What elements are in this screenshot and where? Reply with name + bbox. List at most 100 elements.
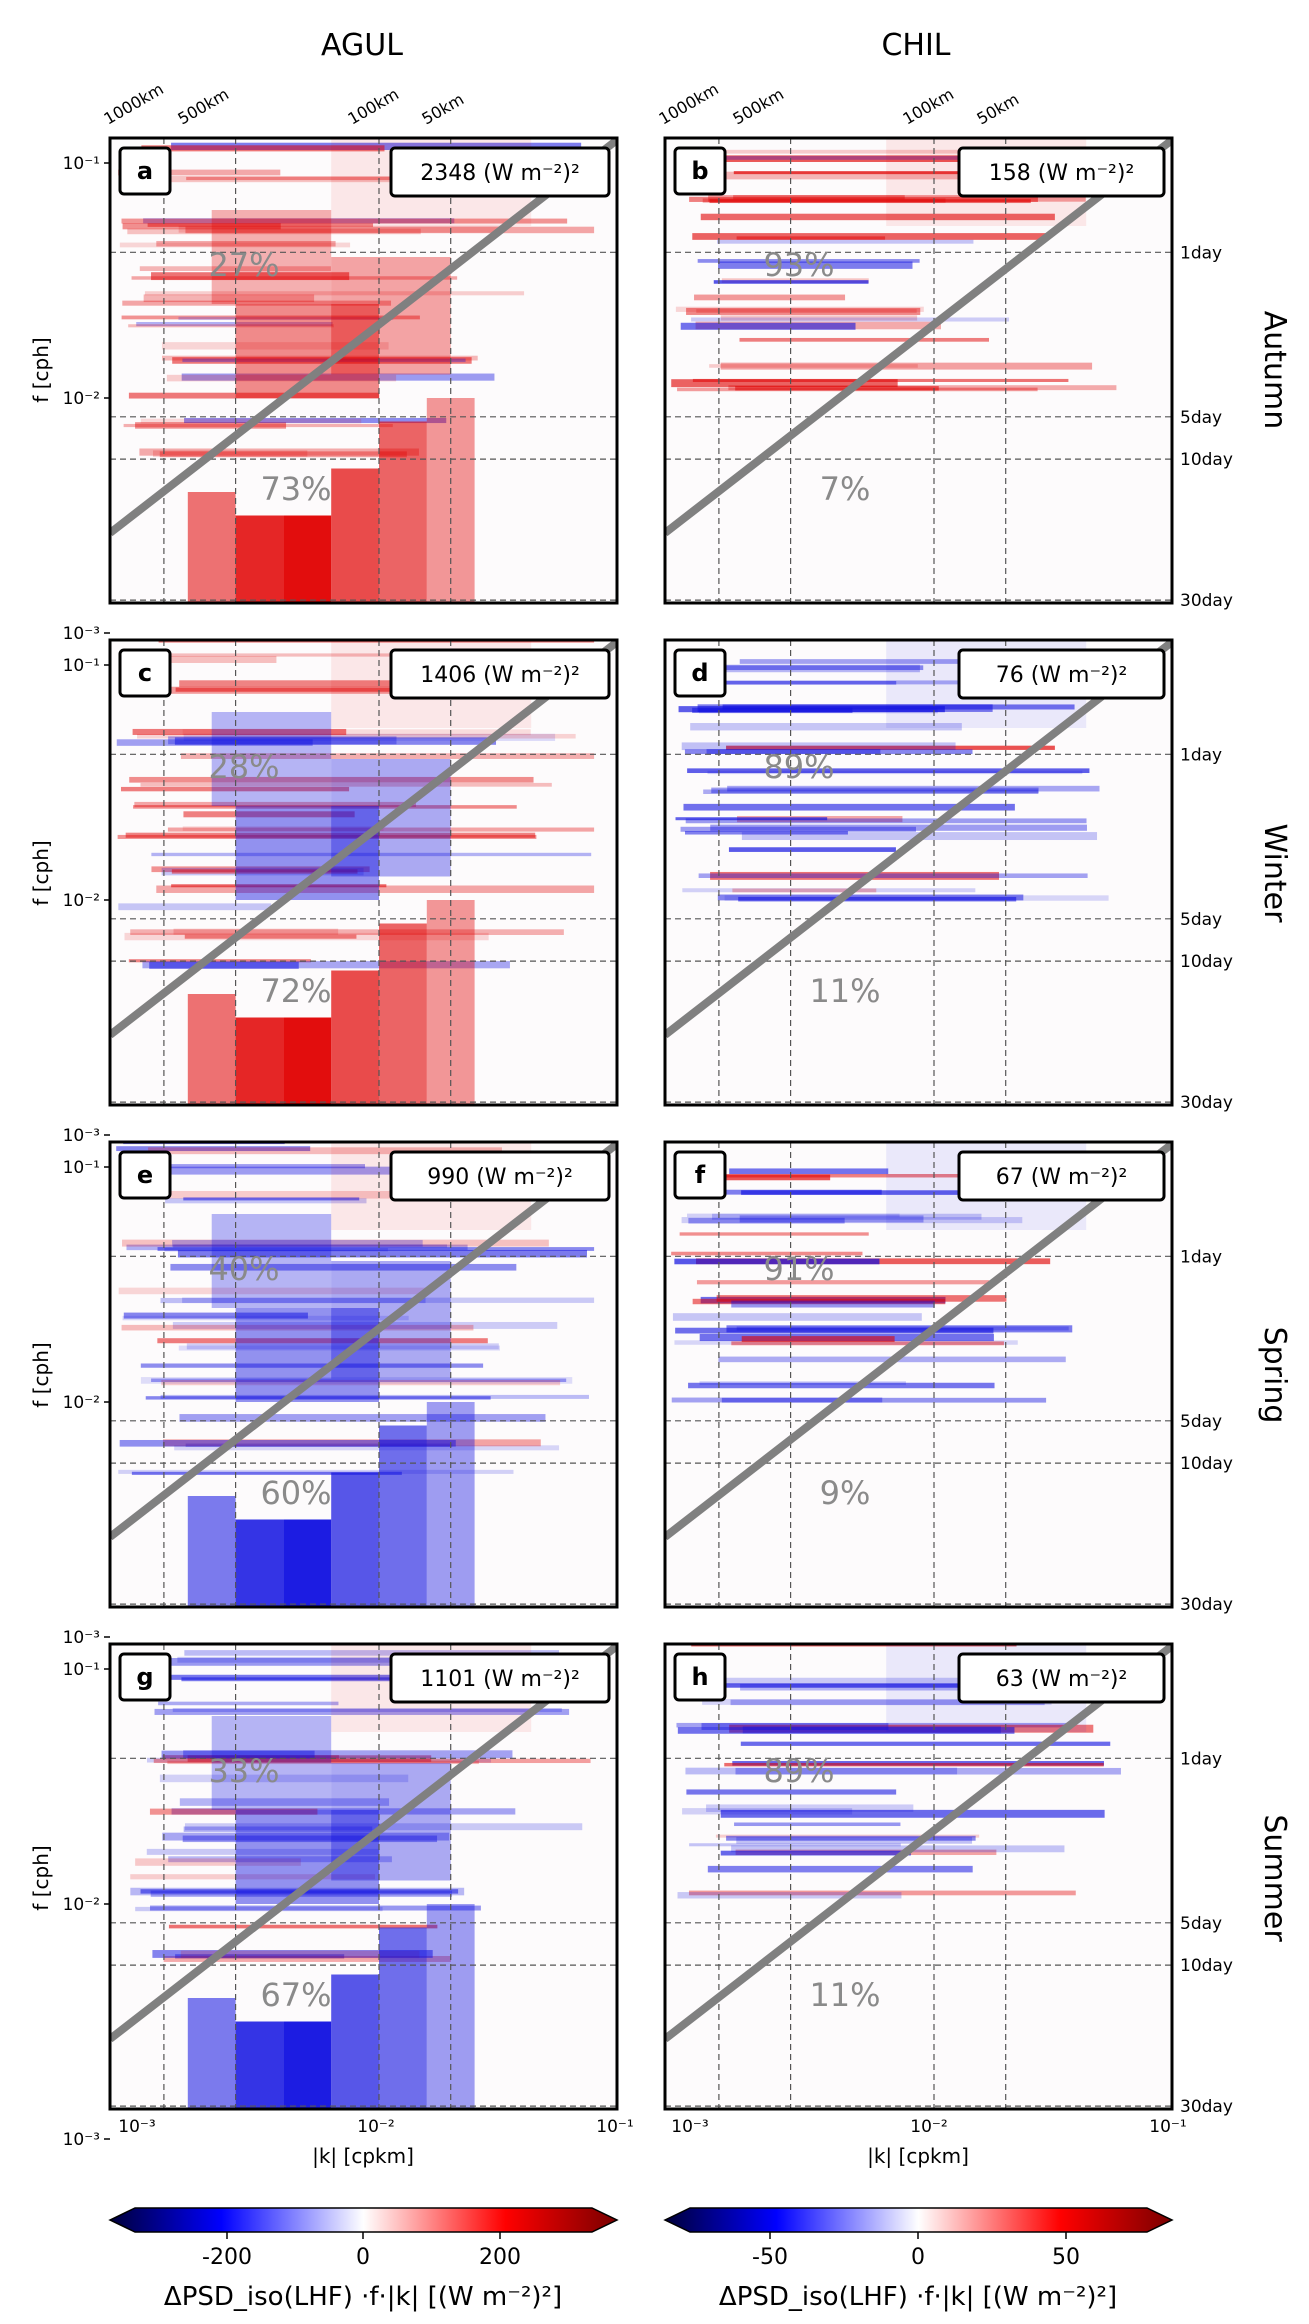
column-title-chil: CHIL bbox=[881, 28, 950, 63]
wavelength-label-500km: 500km bbox=[730, 84, 787, 128]
heatmap-streak bbox=[140, 782, 552, 787]
heatmap-streak bbox=[124, 932, 489, 941]
heatmap-streak bbox=[134, 629, 393, 633]
colorbar-ramp bbox=[108, 2207, 619, 2233]
total-variance-box bbox=[389, 648, 611, 700]
heatmap-streak bbox=[707, 1865, 973, 1873]
period-label: 1day bbox=[1180, 1749, 1222, 1769]
heatmap-streak bbox=[739, 659, 982, 664]
heatmap-streak bbox=[128, 959, 311, 963]
heatmap-streak bbox=[157, 1338, 488, 1344]
heatmap-streak bbox=[185, 226, 595, 234]
panel-d: 89% 11% d 76 (W m⁻²)² 1day 5day 10day 30day bbox=[663, 638, 1233, 1113]
colorbar-label: ΔPSD_iso(LHF) ·f·|k| [(W m⁻²)²] bbox=[164, 2282, 562, 2312]
heatmap-streak bbox=[142, 25, 467, 33]
heatmap-streak bbox=[129, 776, 534, 783]
upper-percent-label: 40% bbox=[208, 1250, 279, 1288]
heatmap-streak bbox=[685, 1767, 958, 1775]
heatmap-streak bbox=[146, 1848, 380, 1855]
heatmap-streak bbox=[739, 1215, 924, 1223]
heatmap-streak bbox=[152, 1950, 433, 1958]
heatmap-streak bbox=[173, 928, 339, 935]
heatmap-streak bbox=[185, 1443, 453, 1447]
heatmap: 28% 72% bbox=[110, 629, 617, 1105]
heatmap-streak bbox=[151, 852, 592, 857]
heatmap-streak bbox=[161, 1379, 561, 1386]
row-label-summer: Summer bbox=[1257, 1814, 1292, 1942]
heatmap-streak bbox=[159, 451, 407, 458]
heatmap-streak bbox=[695, 64, 865, 71]
heatmap-streak bbox=[169, 126, 407, 131]
heatmap-streak bbox=[702, 1699, 1052, 1705]
heatmap-streak bbox=[118, 169, 281, 176]
heatmap-streak bbox=[684, 29, 905, 32]
heatmap-streak bbox=[177, 1656, 585, 1663]
y-tick-label: 10⁻¹ bbox=[63, 1660, 100, 1680]
period-label: 30day bbox=[1180, 591, 1233, 611]
heatmap-streak bbox=[152, 450, 308, 457]
heatmap-streak bbox=[674, 1258, 880, 1265]
period-label: 5day bbox=[1180, 910, 1222, 930]
heatmap-streak bbox=[671, 379, 898, 388]
heatmap-streak bbox=[162, 1832, 450, 1841]
row-label-autumn: Autumn bbox=[1257, 311, 1292, 430]
panel-frame bbox=[663, 1642, 1174, 2111]
heatmap-streak bbox=[186, 1343, 499, 1350]
heatmap-streak bbox=[718, 261, 913, 269]
heatmap-streak bbox=[121, 1324, 474, 1331]
heatmap-streak bbox=[685, 830, 848, 835]
heatmap-streak bbox=[187, 1755, 432, 1762]
heatmap-streak bbox=[697, 1174, 1090, 1178]
heatmap-cell bbox=[235, 1017, 284, 1105]
heatmap-streak bbox=[717, 239, 974, 244]
heatmap-streak bbox=[715, 1834, 980, 1838]
total-variance-box bbox=[957, 146, 1166, 198]
panel-letter-box bbox=[118, 648, 172, 698]
heatmap-streak bbox=[181, 373, 495, 381]
heatmap-streak bbox=[183, 1826, 373, 1832]
total-variance-box bbox=[957, 1652, 1166, 1704]
panel-frame bbox=[663, 136, 1174, 605]
x-axis-label-left: |k| [cpkm] bbox=[312, 2144, 414, 2168]
heatmap-streak bbox=[684, 749, 973, 755]
plot-background bbox=[665, 1644, 1172, 2109]
heatmap-streak bbox=[182, 358, 466, 363]
heatmap-streak bbox=[679, 1232, 869, 1236]
heatmap-streak bbox=[731, 1341, 1004, 1346]
x-tick-label: 10⁻² bbox=[910, 2117, 947, 2137]
heatmap-streak bbox=[182, 1297, 595, 1303]
heatmap-cell bbox=[187, 492, 236, 603]
lower-percent-label: 7% bbox=[820, 470, 871, 508]
heatmap: 33% 67% bbox=[110, 1644, 617, 2109]
panel-letter: f bbox=[695, 1161, 706, 1189]
heatmap-streak bbox=[148, 1147, 502, 1155]
heatmap-streak bbox=[131, 276, 458, 280]
heatmap-cell bbox=[331, 1974, 379, 2109]
heatmap-cell bbox=[211, 1214, 332, 1308]
heatmap-streak bbox=[184, 417, 447, 424]
heatmap-streak bbox=[116, 739, 313, 746]
x-tick-label: 10⁻² bbox=[357, 2117, 394, 2137]
heatmap-streak bbox=[120, 786, 350, 792]
heatmap-streak bbox=[696, 1280, 990, 1285]
heatmap-streak bbox=[173, 1244, 448, 1248]
y-tick-label: 10⁻¹ bbox=[63, 656, 100, 676]
heatmap-streak bbox=[675, 306, 924, 312]
panel-letter: h bbox=[691, 1663, 708, 1691]
heatmap-streak bbox=[718, 155, 1013, 162]
diagonal-line bbox=[110, 1142, 617, 1541]
panel-a: 27% 73% a 2348 (W m⁻²)² 10⁻¹ 10⁻² 10⁻³ bbox=[63, 25, 619, 644]
heatmap-streak bbox=[118, 1287, 426, 1295]
heatmap-streak bbox=[679, 680, 897, 685]
y-tick-label: 10⁻³ bbox=[63, 2130, 100, 2150]
heatmap-streak bbox=[139, 448, 419, 456]
heatmap-streak bbox=[689, 1843, 901, 1847]
heatmap-streak bbox=[686, 1789, 897, 1795]
diagonal-line bbox=[665, 1644, 1172, 2043]
heatmap-streak bbox=[122, 300, 392, 306]
heatmap-streak bbox=[733, 195, 905, 200]
heatmap-cell bbox=[283, 1017, 332, 1105]
heatmap-cell bbox=[331, 970, 379, 1105]
panel-letter: c bbox=[138, 659, 152, 687]
heatmap-cell bbox=[379, 923, 427, 1105]
